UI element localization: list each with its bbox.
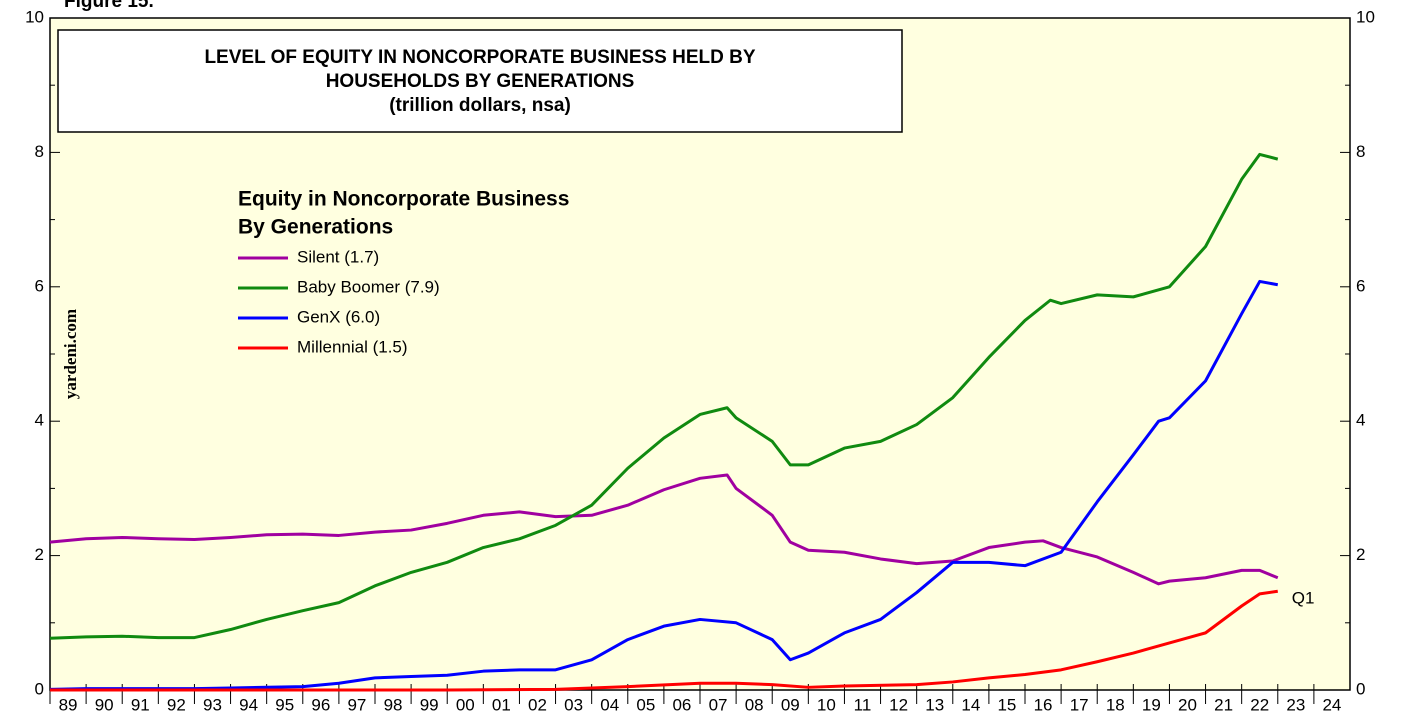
series-line [50,589,1279,692]
y-tick-label: 4 [35,411,44,430]
x-tick-label: 23 [1286,695,1305,714]
source: yardeni.com [61,309,80,399]
series-line [49,279,1279,691]
x-tick-label: 11 [854,695,872,714]
x-tick-label: 07 [709,695,728,714]
x-tick-label: 15 [997,695,1016,714]
figure-label: Figure 15. [64,0,154,12]
x-tick-label: 98 [384,695,403,714]
y-tick-label: 6 [35,276,44,295]
x-tick-label: 19 [1142,695,1161,714]
annotation: Q1 [1292,589,1315,608]
x-tick-label: 08 [745,695,764,714]
x-tick-label: 24 [1322,695,1341,714]
x-tick-label: 20 [1178,695,1197,714]
x-tick-label: 18 [1106,695,1125,714]
legend-label: Baby Boomer (7.9) [297,277,440,296]
x-tick-label: 16 [1034,695,1053,714]
x-tick-label: 01 [492,695,511,714]
x-tick-label: 89 [59,695,78,714]
chart-title: LEVEL OF EQUITY IN NONCORPORATE BUSINESS… [204,47,755,68]
chart-subtitle: (trillion dollars, nsa) [389,95,571,116]
y2-tick-label: 4 [1356,411,1365,430]
x-tick-label: 99 [420,695,439,714]
y-tick-label: 0 [35,679,44,698]
x-tick-label: 92 [167,695,186,714]
x-tick-label: 14 [961,695,980,714]
x-tick-label: 04 [600,695,619,714]
y2-tick-label: 2 [1356,545,1365,564]
x-tick-label: 00 [456,695,475,714]
y-tick-label: 8 [35,142,44,161]
legend-label: Millennial (1.5) [297,337,408,356]
x-tick-label: 03 [564,695,583,714]
y2-tick-label: 10 [1356,7,1375,26]
x-tick-label: 93 [203,695,222,714]
chart-title: HOUSEHOLDS BY GENERATIONS [326,71,635,92]
x-tick-label: 02 [528,695,547,714]
x-tick-label: 10 [817,695,836,714]
legend-label: Silent (1.7) [297,247,379,266]
x-tick-label: 17 [1070,695,1089,714]
y-tick-label: 2 [35,545,44,564]
x-tick-label: 21 [1214,695,1233,714]
legend-title: Equity in Noncorporate Business [238,188,569,211]
y2-tick-label: 8 [1356,142,1365,161]
title-box [57,29,903,133]
x-tick-label: 12 [889,695,908,714]
y2-tick-label: 6 [1356,276,1365,295]
x-tick-label: 05 [636,695,655,714]
legend-label: GenX (6.0) [297,307,380,326]
x-tick-label: 90 [95,695,114,714]
x-tick-label: 97 [347,695,366,714]
x-tick-label: 13 [925,695,944,714]
x-tick-label: 96 [311,695,330,714]
legend-title: By Generations [238,216,393,239]
x-tick-label: 22 [1250,695,1269,714]
series-line [49,152,1279,640]
series-line [49,473,1279,586]
y2-tick-label: 0 [1356,679,1365,698]
x-tick-label: 91 [131,695,150,714]
x-tick-label: 09 [781,695,800,714]
x-tick-label: 94 [239,695,258,714]
x-tick-label: 06 [672,695,691,714]
y-tick-label: 10 [25,7,44,26]
x-tick-label: 95 [275,695,294,714]
